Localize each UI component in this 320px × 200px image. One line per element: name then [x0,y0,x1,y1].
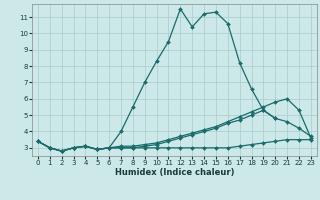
X-axis label: Humidex (Indice chaleur): Humidex (Indice chaleur) [115,168,234,177]
